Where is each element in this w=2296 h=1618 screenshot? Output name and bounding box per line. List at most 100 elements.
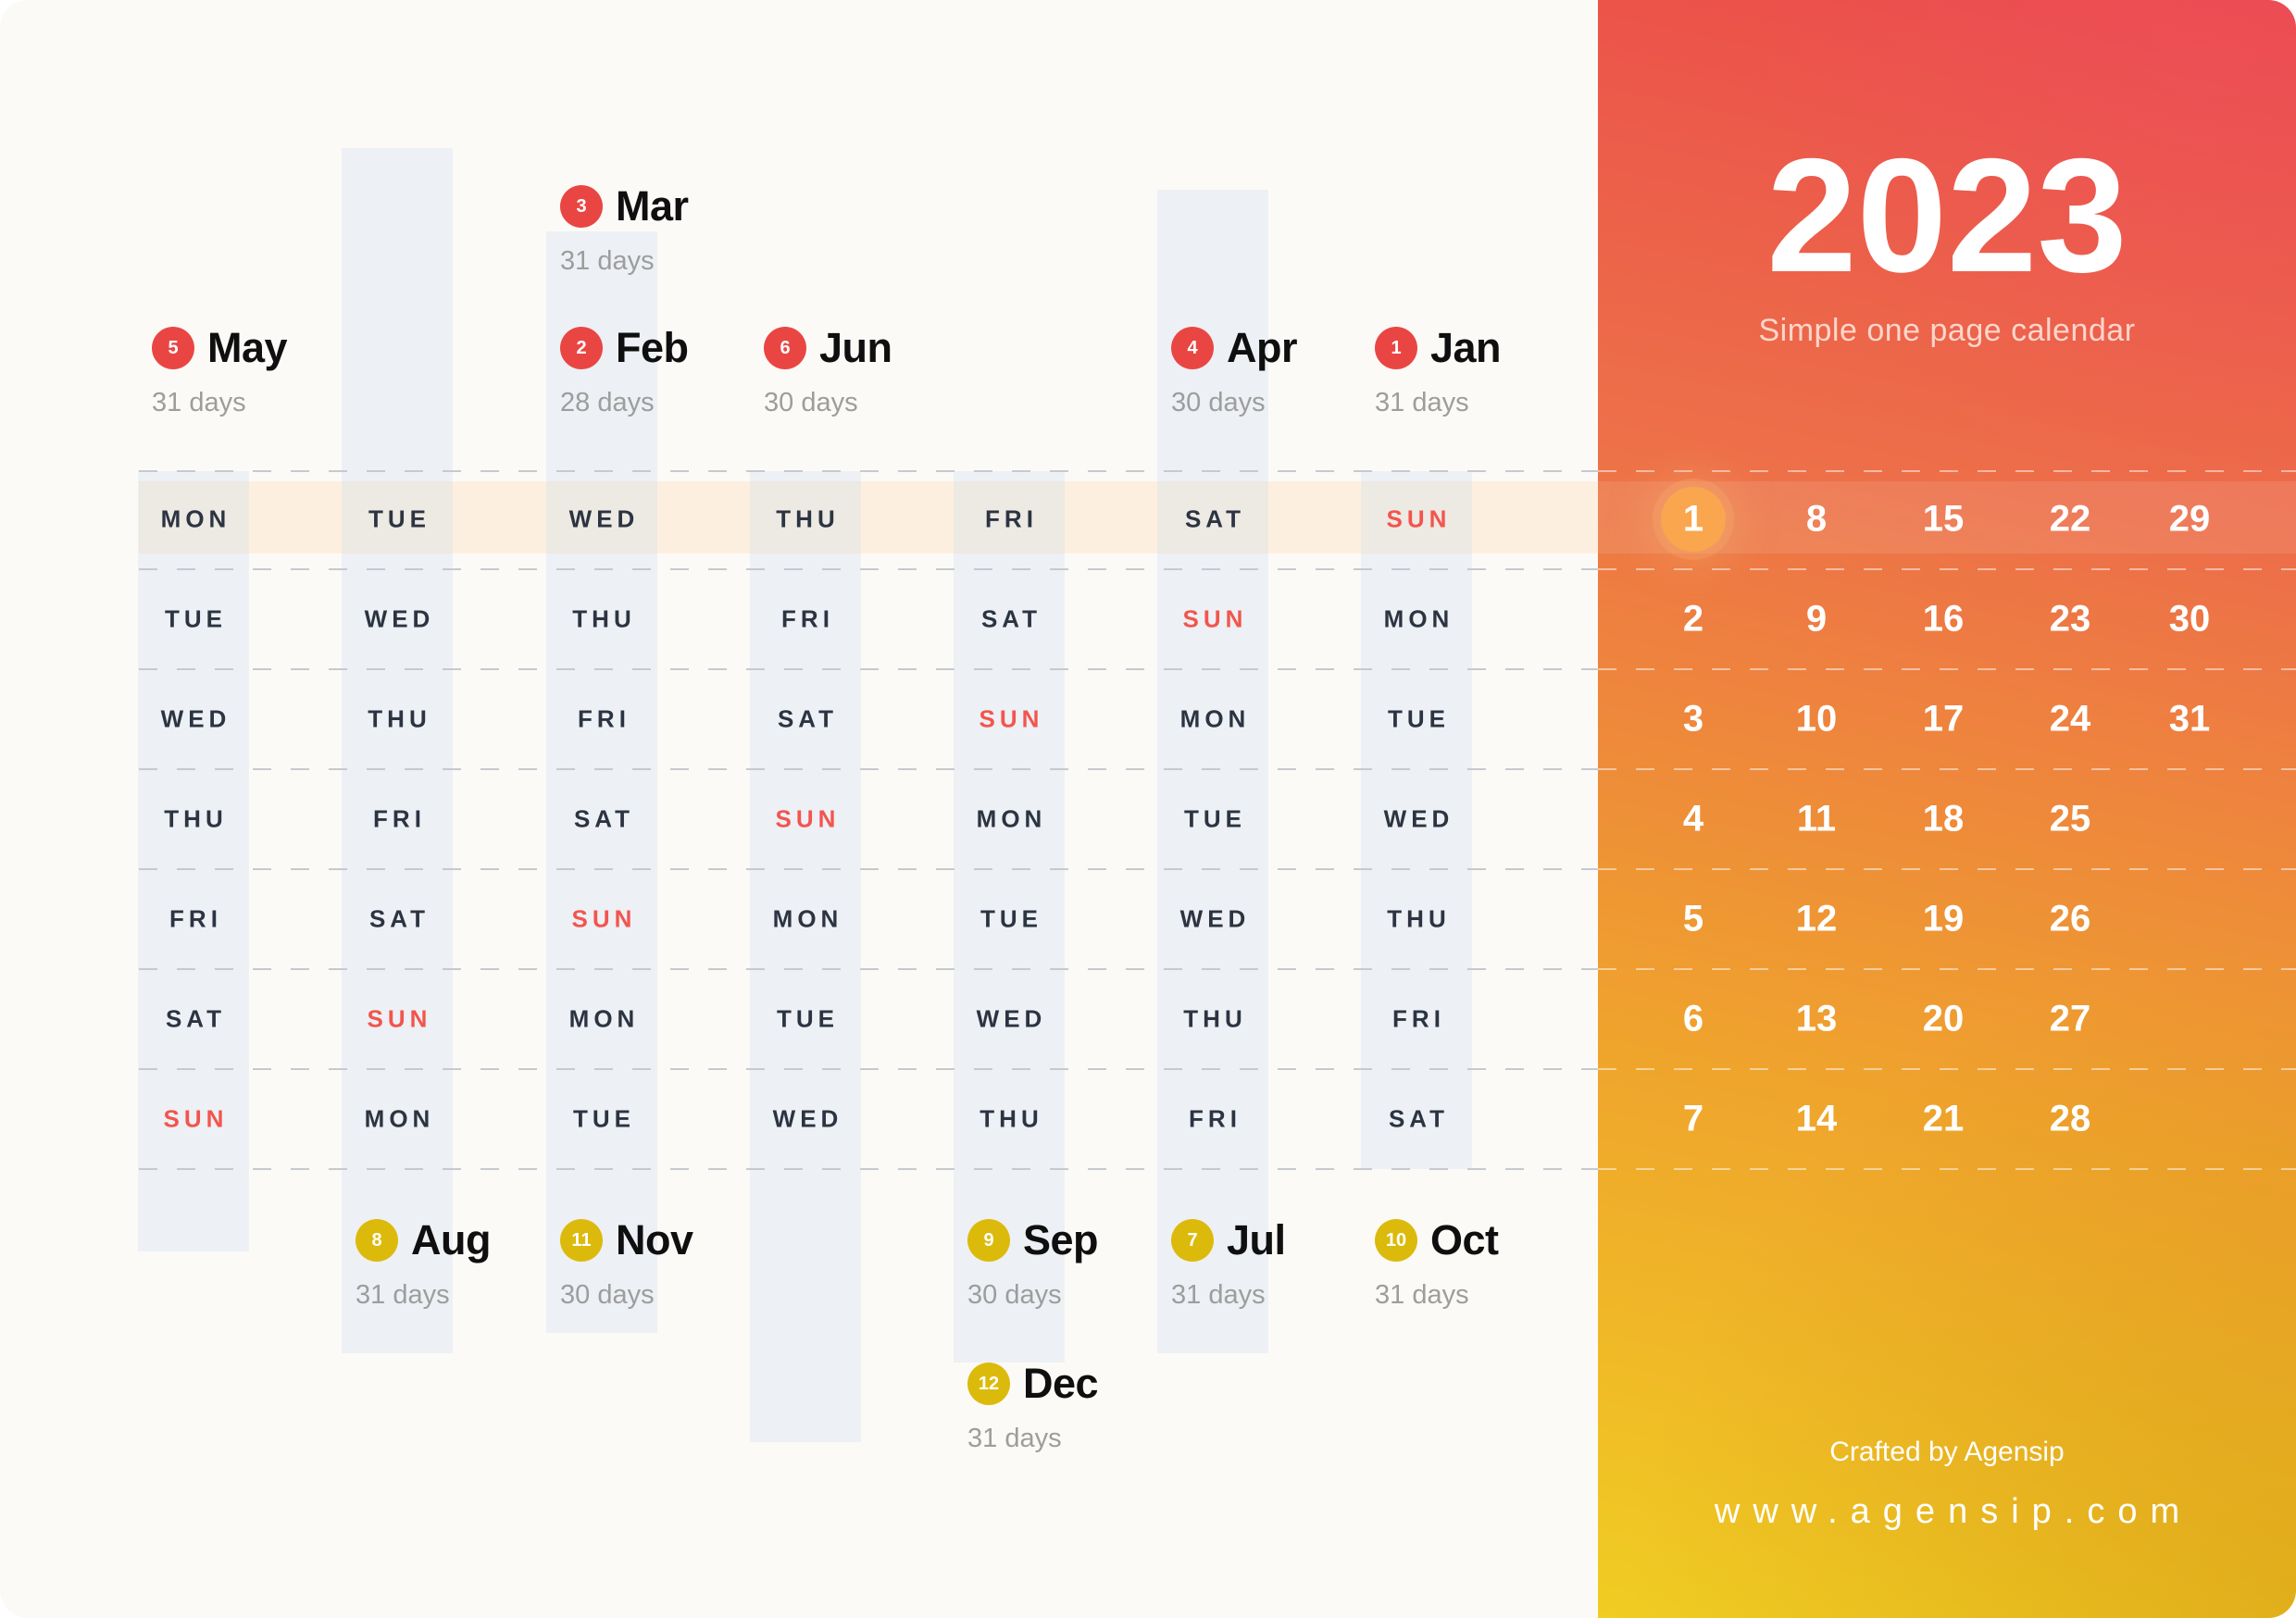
- year-panel: 2023 Simple one page calendar Crafted by…: [1598, 0, 2296, 1618]
- month-name: Feb: [616, 324, 689, 371]
- column-stripe: [138, 471, 249, 1251]
- date-cell: 2: [1682, 598, 1704, 640]
- weekday-cell: THU: [368, 704, 431, 733]
- date-cell: 17: [1922, 698, 1965, 740]
- weekday-cell: SAT: [368, 904, 430, 933]
- date-cell: 18: [1922, 798, 1965, 840]
- column-stripe: [1157, 190, 1268, 1353]
- month-number-badge: 3: [560, 185, 603, 228]
- date-cell: 22: [2049, 498, 2091, 540]
- weekday-cell: WED: [568, 504, 640, 533]
- date-cell: 4: [1682, 798, 1704, 840]
- date-cell: 26: [2049, 898, 2091, 940]
- month-block-apr: 4 Apr: [1171, 324, 1298, 371]
- footer-credit: Crafted by Agensip: [1829, 1437, 2065, 1467]
- weekday-cell: THU: [1183, 1004, 1247, 1033]
- month-days-count: 31 days: [967, 1424, 1062, 1453]
- month-number-badge: 12: [967, 1363, 1010, 1405]
- weekday-cell: THU: [164, 804, 228, 833]
- month-number-badge: 10: [1375, 1219, 1417, 1262]
- month-days-count: 31 days: [1171, 1280, 1266, 1310]
- month-block-dec: 12 Dec: [967, 1360, 1099, 1407]
- row-divider: [1598, 768, 2296, 770]
- column-stripe: [954, 471, 1065, 1363]
- row-divider: [139, 768, 1598, 770]
- row-divider: [1598, 968, 2296, 970]
- date-cell: 8: [1805, 498, 1828, 540]
- month-name: Dec: [1023, 1360, 1099, 1407]
- weekday-cell: MON: [772, 904, 843, 933]
- weekday-cell: SUN: [571, 904, 637, 933]
- column-stripe: [342, 148, 453, 1353]
- date-cell: 28: [2049, 1098, 2091, 1139]
- row-divider: [1598, 1168, 2296, 1170]
- weekday-cell: WED: [772, 1104, 843, 1133]
- month-days-count: 31 days: [356, 1280, 450, 1310]
- month-days-count: 30 days: [1171, 388, 1266, 417]
- weekday-cell: SUN: [979, 704, 1044, 733]
- date-cell: 10: [1795, 698, 1838, 740]
- weekday-cell: TUE: [980, 904, 1042, 933]
- month-name: Sep: [1023, 1216, 1099, 1263]
- weekday-cell: THU: [776, 504, 840, 533]
- date-cell: 9: [1805, 598, 1828, 640]
- weekday-cell: FRI: [373, 804, 426, 833]
- date-cell: 31: [2168, 698, 2211, 740]
- column-stripe: [750, 471, 861, 1442]
- month-block-may: 5 May: [152, 327, 288, 369]
- weekday-cell: FRI: [781, 604, 834, 633]
- weekday-cell: TUE: [1388, 704, 1450, 733]
- weekday-cell: WED: [976, 1004, 1047, 1033]
- month-block-jan: 1 Jan: [1375, 324, 1502, 371]
- month-days-count: 30 days: [560, 1280, 655, 1310]
- weekday-cell: SUN: [163, 1104, 229, 1133]
- date-cell: 16: [1922, 598, 1965, 640]
- weekday-cell: SUN: [1386, 504, 1452, 533]
- date-cell: 25: [2049, 798, 2091, 840]
- month-block-oct: 10 Oct: [1375, 1219, 1499, 1262]
- month-block-sep: 9 Sep: [967, 1216, 1099, 1263]
- weekday-cell: THU: [1387, 904, 1451, 933]
- weekday-cell: WED: [160, 704, 231, 733]
- row-divider: [139, 668, 1598, 670]
- month-name: Mar: [616, 182, 689, 230]
- month-block-aug: 8 Aug: [356, 1219, 491, 1262]
- date-cell: 27: [2049, 998, 2091, 1039]
- weekday-cell: MON: [1179, 704, 1251, 733]
- month-name: Jan: [1430, 324, 1502, 371]
- weekday-cell: SAT: [573, 804, 635, 833]
- weekday-cell: SAT: [980, 604, 1042, 633]
- weekday-cell: MON: [364, 1104, 435, 1133]
- date-cell: 29: [2168, 498, 2211, 540]
- date-cell: 20: [1922, 998, 1965, 1039]
- row-divider: [139, 868, 1598, 870]
- month-name: Jun: [819, 324, 892, 371]
- weekday-cell: MON: [568, 1004, 640, 1033]
- date-cell: 1: [1682, 498, 1704, 540]
- weekday-cell: SAT: [1184, 504, 1246, 533]
- weekday-cell: WED: [364, 604, 435, 633]
- date-cell: 30: [2168, 598, 2211, 640]
- month-number-badge: 7: [1171, 1219, 1214, 1262]
- weekday-cell: SUN: [367, 1004, 432, 1033]
- column-stripe: [546, 231, 657, 1333]
- month-name: Jul: [1227, 1216, 1286, 1263]
- weekday-cell: TUE: [1184, 804, 1246, 833]
- weekday-cell: TUE: [368, 504, 430, 533]
- header-row-highlight: [139, 481, 1598, 554]
- weekday-cell: SUN: [775, 804, 841, 833]
- row-divider: [1598, 868, 2296, 870]
- month-number-badge: 9: [967, 1219, 1010, 1262]
- page-subtitle: Simple one page calendar: [1758, 313, 2136, 348]
- weekday-cell: TUE: [573, 1104, 635, 1133]
- month-days-count: 31 days: [1375, 1280, 1469, 1310]
- weekday-cell: TUE: [777, 1004, 839, 1033]
- weekday-cell: THU: [980, 1104, 1043, 1133]
- weekday-cell: SAT: [777, 704, 839, 733]
- date-cell: 21: [1922, 1098, 1965, 1139]
- month-name: Apr: [1227, 324, 1298, 371]
- month-number-badge: 2: [560, 327, 603, 369]
- weekday-cell: FRI: [1392, 1004, 1445, 1033]
- date-cell: 14: [1795, 1098, 1838, 1139]
